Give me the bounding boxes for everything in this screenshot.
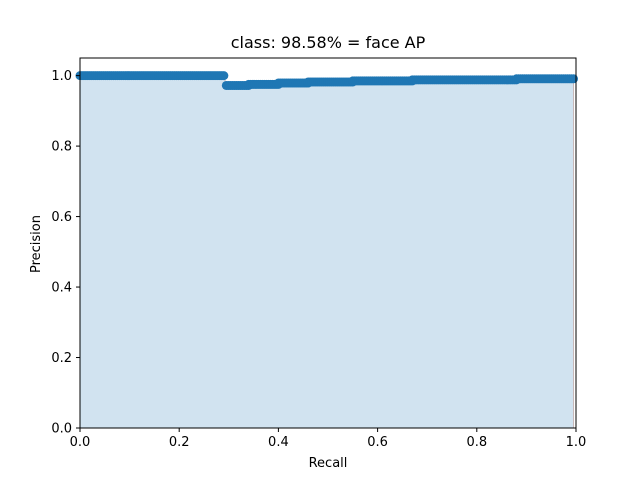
axes: 0.0 0.2 0.4 0.6 0.8 1.0 0.0 0.2 0.4 0.6 0.8 1.0 bbox=[51, 57, 587, 450]
axes-frame bbox=[79, 57, 577, 429]
y-tick-label: 0.0 bbox=[51, 422, 72, 437]
x-tick-label: 0.2 bbox=[169, 435, 190, 450]
data-point bbox=[219, 71, 229, 81]
y-tick-label: 0.8 bbox=[51, 140, 72, 155]
y-tick-label: 0.2 bbox=[51, 351, 72, 366]
area-fill bbox=[79, 75, 575, 429]
y-tick-label: 0.6 bbox=[51, 210, 72, 225]
plot-area bbox=[75, 71, 579, 429]
x-tick-label: 0.0 bbox=[70, 435, 91, 450]
chart-title: class: 98.58% = face AP bbox=[231, 33, 426, 52]
y-tick-label: 1.0 bbox=[51, 69, 72, 84]
y-axis-label: Precision bbox=[29, 215, 44, 273]
data-point bbox=[569, 74, 579, 84]
x-axis-label: Recall bbox=[309, 456, 348, 471]
y-tick-label: 0.4 bbox=[51, 281, 72, 296]
x-tick-label: 0.8 bbox=[466, 435, 487, 450]
x-tick-label: 0.6 bbox=[367, 435, 388, 450]
x-tick-label: 0.4 bbox=[268, 435, 289, 450]
x-tick-label: 1.0 bbox=[566, 435, 587, 450]
